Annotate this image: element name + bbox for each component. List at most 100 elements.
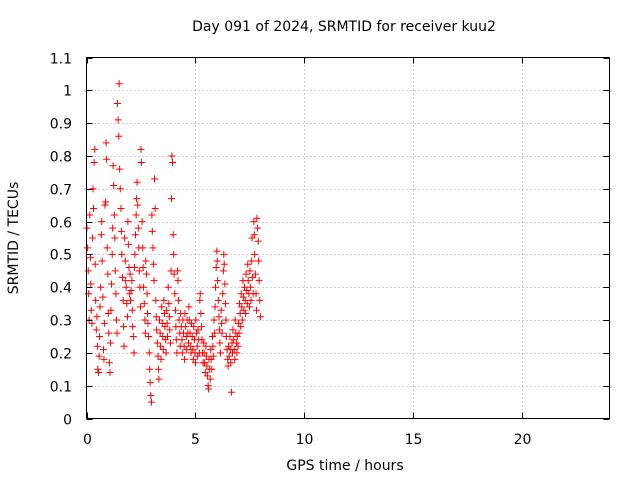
- data-point: [106, 369, 114, 377]
- y-tick-label: 0.7: [50, 183, 72, 199]
- data-point: [117, 204, 125, 212]
- data-point: [238, 316, 246, 324]
- data-point: [221, 280, 229, 288]
- data-point: [235, 329, 243, 337]
- data-point: [141, 329, 149, 337]
- data-point: [153, 339, 161, 347]
- data-point: [220, 260, 228, 268]
- data-point: [246, 283, 254, 291]
- data-point: [158, 303, 166, 311]
- data-point: [132, 211, 140, 219]
- data-point: [154, 365, 162, 373]
- data-point: [130, 349, 138, 357]
- data-point: [256, 313, 264, 321]
- data-point: [122, 277, 130, 285]
- data-point: [250, 231, 258, 239]
- data-point: [100, 319, 108, 327]
- data-point: [219, 290, 227, 298]
- data-point: [118, 273, 126, 281]
- data-point: [113, 316, 121, 324]
- y-tick-label: 0: [63, 413, 72, 429]
- data-point: [115, 80, 123, 88]
- data-point: [93, 313, 101, 321]
- data-point: [182, 323, 190, 331]
- data-point: [212, 283, 220, 291]
- data-point: [244, 277, 252, 285]
- data-point: [153, 326, 161, 334]
- data-point: [209, 352, 217, 360]
- data-point: [254, 237, 262, 245]
- data-point: [139, 244, 147, 252]
- y-tick-label: 0.3: [50, 314, 72, 330]
- data-point: [97, 283, 105, 291]
- data-point: [151, 204, 159, 212]
- data-point: [171, 290, 179, 298]
- data-point: [84, 244, 92, 252]
- data-point: [128, 277, 136, 285]
- data-point: [135, 267, 143, 275]
- data-point: [92, 296, 100, 304]
- x-tick-label: 15: [405, 432, 423, 448]
- data-point: [140, 300, 148, 308]
- y-tick-label: 1: [63, 84, 72, 100]
- data-point: [255, 277, 263, 285]
- x-tick-label: 20: [514, 432, 532, 448]
- data-point: [144, 309, 152, 317]
- data-point: [116, 185, 124, 193]
- data-point: [224, 355, 232, 363]
- data-point: [86, 254, 94, 262]
- x-axis-label: GPS time / hours: [286, 458, 403, 474]
- data-point: [147, 392, 155, 400]
- data-point: [185, 303, 193, 311]
- data-point: [114, 116, 122, 124]
- data-point: [209, 342, 217, 350]
- data-point: [234, 342, 242, 350]
- y-tick-labels: 0 0.1 0.2 0.3 0.4 0.5 0.6 0.7 0.8 0.9 1 1.1: [50, 52, 72, 429]
- data-point: [148, 211, 156, 219]
- data-point: [137, 159, 145, 167]
- data-point: [174, 267, 182, 275]
- data-point: [252, 290, 260, 298]
- data-point: [118, 250, 126, 258]
- data-point: [253, 214, 261, 222]
- data-point: [123, 300, 131, 308]
- data-point: [181, 309, 189, 317]
- data-point: [149, 244, 157, 252]
- y-axis-label: SRMTID / TECUs: [6, 182, 22, 295]
- data-point: [154, 352, 162, 360]
- data-point: [214, 296, 222, 304]
- data-point: [129, 323, 137, 331]
- data-point: [218, 319, 226, 327]
- data-point: [157, 355, 165, 363]
- data-point: [256, 296, 264, 304]
- data-point: [104, 270, 112, 278]
- data-point: [167, 195, 175, 203]
- data-point: [171, 306, 179, 314]
- data-point: [222, 300, 230, 308]
- data-point: [110, 211, 118, 219]
- data-point: [96, 303, 104, 311]
- data-point: [121, 234, 129, 242]
- data-point: [244, 260, 252, 268]
- data-point: [170, 250, 178, 258]
- data-point: [216, 339, 224, 347]
- data-point: [122, 283, 130, 291]
- data-point: [127, 287, 135, 295]
- data-point: [99, 346, 107, 354]
- y-tick-label: 0.8: [50, 150, 72, 166]
- data-point: [108, 280, 116, 288]
- y-tick-label: 0.6: [50, 216, 72, 232]
- data-point: [166, 326, 174, 334]
- data-point: [217, 306, 225, 314]
- data-point: [198, 323, 206, 331]
- data-point: [174, 277, 182, 285]
- y-tick-label: 0.9: [50, 117, 72, 133]
- data-point: [87, 306, 95, 314]
- y-tick-label: 1.1: [50, 52, 72, 68]
- data-point: [163, 319, 171, 327]
- data-point: [106, 339, 114, 347]
- data-point: [138, 218, 146, 226]
- data-point: [160, 296, 168, 304]
- x-tick-label: 0: [83, 432, 92, 448]
- data-point: [142, 270, 150, 278]
